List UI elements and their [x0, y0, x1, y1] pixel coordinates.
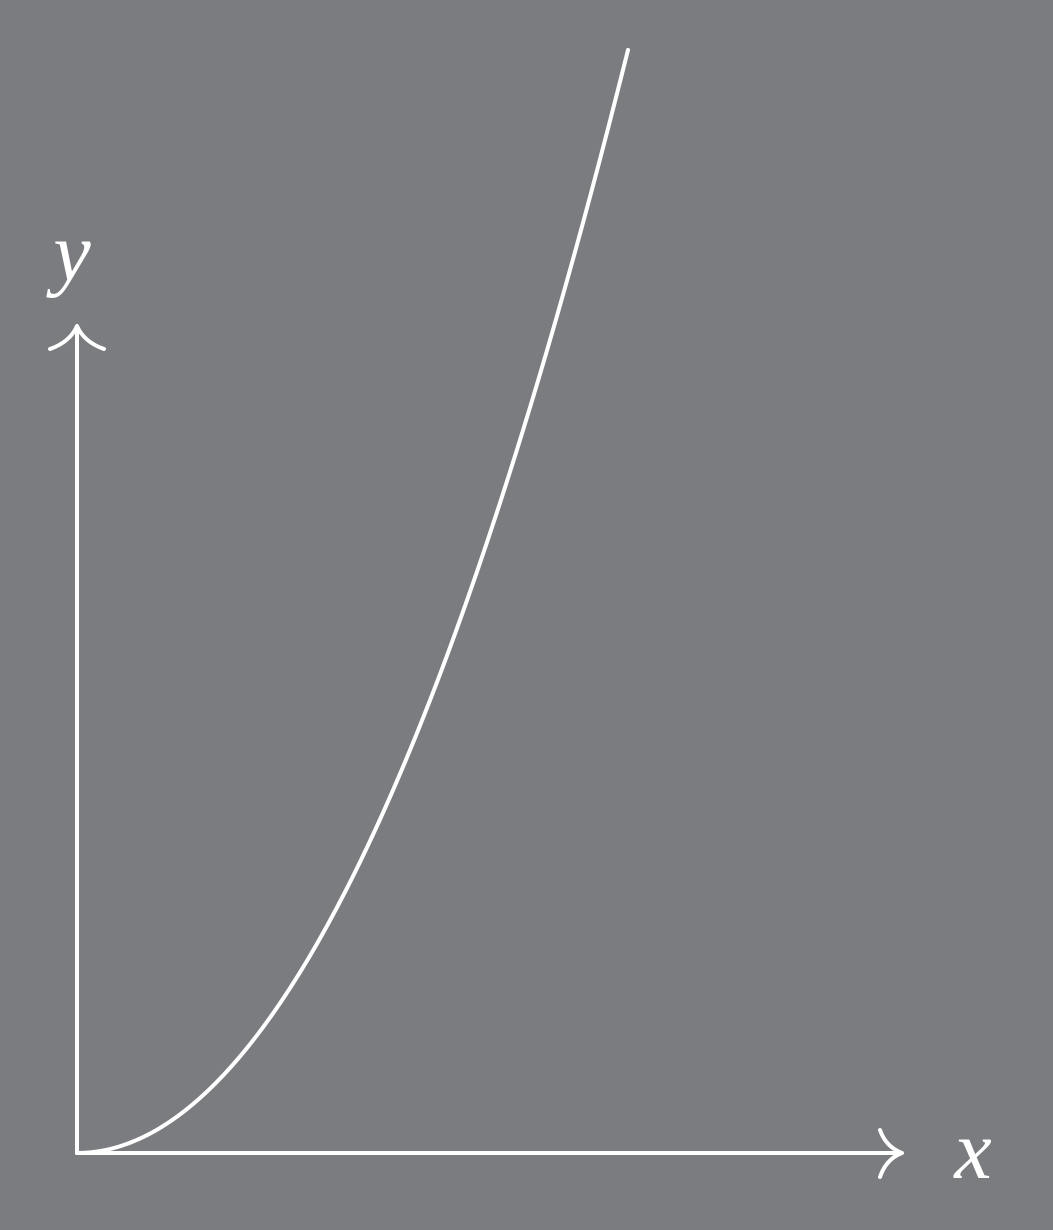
y-arrowhead [48, 324, 106, 351]
x-arrowhead [878, 1128, 904, 1179]
y-axis-label: y [45, 206, 91, 299]
curve [75, 48, 630, 1155]
x-axis-label: x [952, 1104, 991, 1197]
